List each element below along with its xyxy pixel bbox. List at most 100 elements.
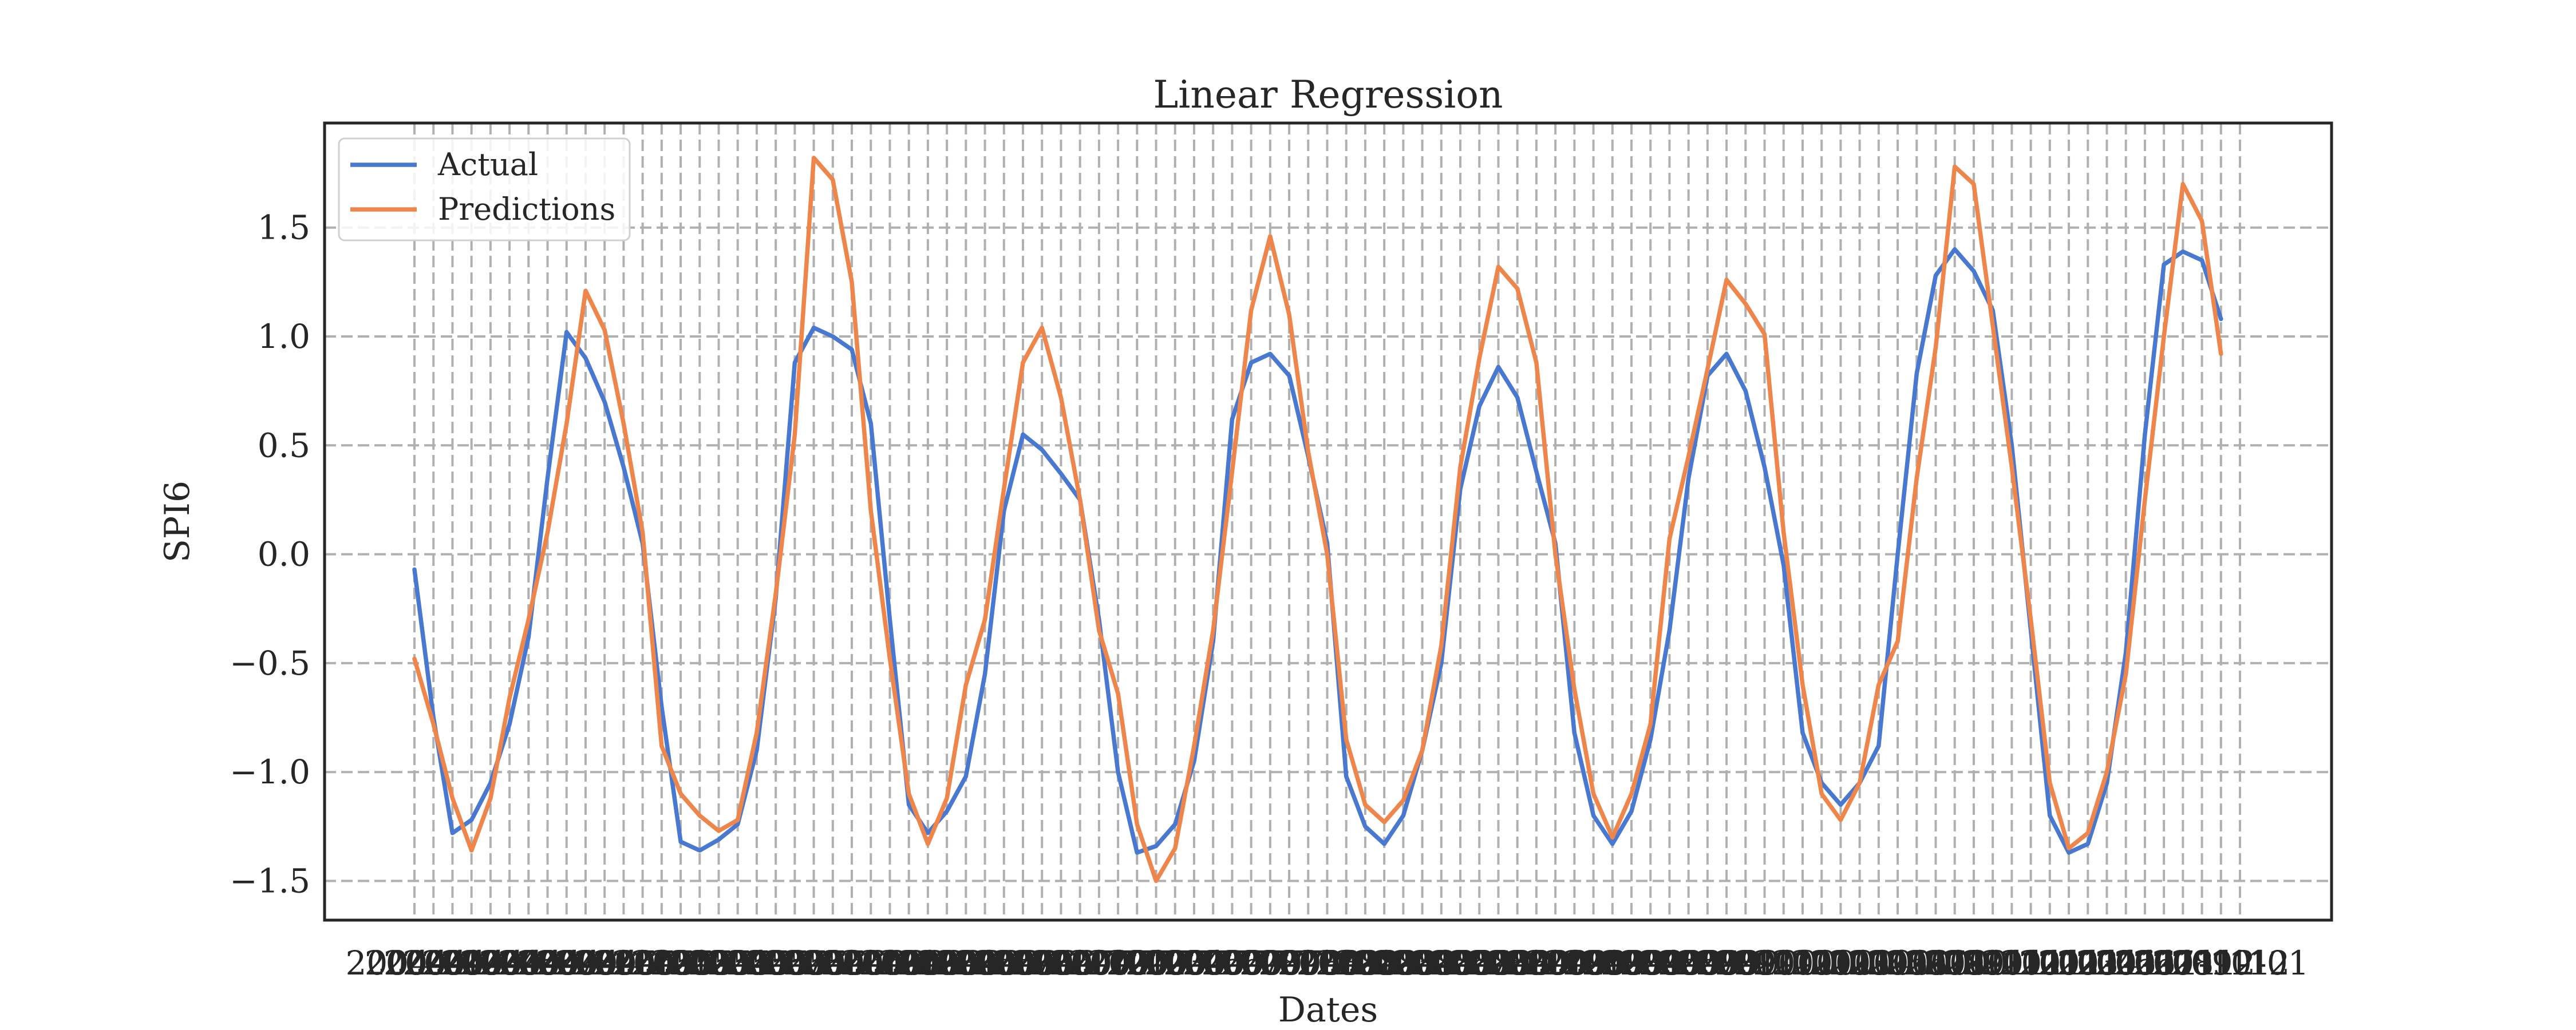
x-tick-labels: 2004-012004-022004-032004-042004-052004-… [345,944,2309,983]
x-tick-label: 2007-08 [1163,944,1301,983]
x-tick-label: 2004-06 [441,944,579,983]
x-tick-label: 2010-01 [1714,944,1852,983]
x-tick-label: 2006-08 [935,944,1073,983]
x-tick-label: 2006-11 [992,944,1130,983]
x-tick-label: 2007-10 [1201,944,1339,983]
x-tick-label: 2009-07 [1601,944,1739,983]
x-tick-label: 2007-02 [1049,944,1187,983]
plot-frame [323,121,2333,922]
x-tick-label: 2008-02 [1277,944,1415,983]
x-tick-label: 2009-11 [1677,944,1815,983]
x-tick-label: 2005-08 [707,944,845,983]
x-tick-label: 2010-09 [1867,944,2005,983]
x-tick-label: 2010-05 [1791,944,1929,983]
x-tick-label: 2006-05 [878,944,1016,983]
x-tick-label: 2004-02 [365,944,503,983]
x-tick-label: 2006-06 [897,944,1035,983]
x-tick-label: 2009-06 [1582,944,1720,983]
x-tick-label: 2005-05 [650,944,788,983]
x-tick-label: 2009-08 [1619,944,1757,983]
x-tick-label: 2009-09 [1638,944,1776,983]
x-tick-label: 2005-06 [669,944,807,983]
x-tick-label: 2008-04 [1315,944,1453,983]
x-tick-label: 2011-08 [2076,944,2214,983]
x-tick-label: 2011-07 [2057,944,2195,983]
x-tick-label: 2004-07 [460,944,598,983]
x-tick-label: 2009-12 [1696,944,1834,983]
y-tick-labels: −1.5 −1.0 −0.5 0.0 0.5 1.0 1.5 [230,208,310,901]
x-tick-label: 2009-10 [1658,944,1796,983]
x-tick-label: 2005-03 [612,944,750,983]
x-tick-label: 2004-10 [516,944,654,983]
x-tick-label: 2007-09 [1182,944,1320,983]
x-tick-label: 2006-09 [954,944,1092,983]
x-tick-label: 2012-01 [2171,944,2309,983]
x-tick-label: 2006-10 [973,944,1111,983]
x-tick-label: 2007-11 [1220,944,1358,983]
x-tick-label: 2009-04 [1543,944,1681,983]
x-tick-label: 2008-11 [1448,944,1586,983]
x-tick-label: 2004-11 [536,944,674,983]
x-tick-label: 2011-12 [2152,944,2290,983]
y-tick-label: −1.5 [230,861,310,900]
x-tick-label: 2010-06 [1809,944,1947,983]
x-tick-label: 2010-02 [1733,944,1871,983]
x-tick-label: 2007-03 [1068,944,1206,983]
x-tick-label: 2004-05 [421,944,559,983]
x-tick-label: 2008-06 [1353,944,1491,983]
x-tick-label: 2011-09 [2095,944,2233,983]
x-tick-label: 2004-01 [345,944,483,983]
legend: Actual Predictions [338,137,631,241]
x-tick-label: 2011-02 [1962,944,2100,983]
x-tick-label: 2005-11 [764,944,902,983]
x-tick-label: 2008-05 [1334,944,1472,983]
x-tick-label: 2008-09 [1411,944,1548,983]
x-tick-label: 2010-07 [1829,944,1967,983]
x-tick-label: 2011-11 [2133,944,2271,983]
chart-title: Linear Regression [1153,73,1503,117]
legend-label-predictions: Predictions [438,191,615,227]
x-tick-label: 2006-03 [840,944,978,983]
grid [325,123,2332,920]
x-tick-label: 2004-09 [497,944,635,983]
x-tick-label: 2006-07 [916,944,1054,983]
x-tick-label: 2007-01 [1030,944,1168,983]
x-tick-label: 2010-12 [1924,944,2062,983]
x-tick-label: 2004-04 [402,944,540,983]
x-tick-label: 2007-07 [1144,944,1282,983]
x-tick-label: 2008-01 [1258,944,1396,983]
x-tick-label: 2011-01 [1943,944,2081,983]
x-tick-label: 2009-05 [1562,944,1700,983]
x-tick-label: 2010-04 [1772,944,1910,983]
x-tick-label: 2011-05 [2019,944,2157,983]
x-tick-label: 2006-02 [821,944,959,983]
x-tick-label: 2005-04 [631,944,769,983]
x-tick-label: 2005-02 [592,944,730,983]
x-tick-label: 2007-06 [1125,944,1263,983]
x-tick-label: 2009-01 [1487,944,1625,983]
x-tick-label: 2007-12 [1239,944,1377,983]
x-tick-label: 2004-03 [384,944,521,983]
x-tick-label: 2006-12 [1011,944,1149,983]
x-tick-label: 2005-09 [726,944,864,983]
x-tick-label: 2008-07 [1372,944,1510,983]
y-tick-label: 0.0 [258,535,310,574]
x-tick-label: 2010-10 [1886,944,2024,983]
series-line-predictions [412,156,2223,884]
legend-label-actual: Actual [437,146,538,183]
series-layer [412,156,2223,884]
x-tick-label: 2010-03 [1753,944,1891,983]
x-tick-label: 2004-12 [555,944,693,983]
x-tick-label: 2008-03 [1296,944,1434,983]
y-axis-label: SPI6 [157,481,197,562]
x-tick-label: 2008-10 [1429,944,1567,983]
x-tick-label: 2006-04 [859,944,997,983]
y-tick-label: −0.5 [230,644,310,683]
x-axis-label: Dates [1278,990,1378,1030]
x-tick-label: 2007-05 [1106,944,1244,983]
x-tick-label: 2009-03 [1524,944,1662,983]
x-tick-label: 2011-04 [2000,944,2138,983]
y-tick-label: 0.5 [258,426,310,465]
x-tick-label: 2005-07 [688,944,825,983]
